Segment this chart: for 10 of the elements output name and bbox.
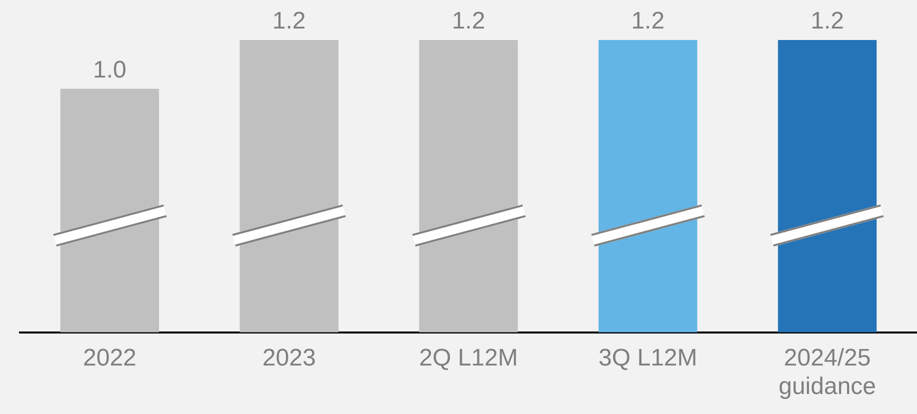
x-tick-label: 2024/25 guidance	[778, 344, 876, 400]
x-tick-label: 2023	[262, 344, 316, 372]
x-tick-label: 2Q L12M	[419, 344, 518, 372]
x-tick-label: 2022	[83, 344, 136, 372]
data-label: 1.2	[272, 8, 306, 35]
data-label: 1.2	[452, 8, 486, 35]
data-label: 1.2	[631, 8, 665, 35]
x-tick-label: 3Q L12M	[598, 344, 698, 372]
data-label: 1.0	[93, 56, 126, 84]
data-label: 1.2	[810, 8, 844, 35]
